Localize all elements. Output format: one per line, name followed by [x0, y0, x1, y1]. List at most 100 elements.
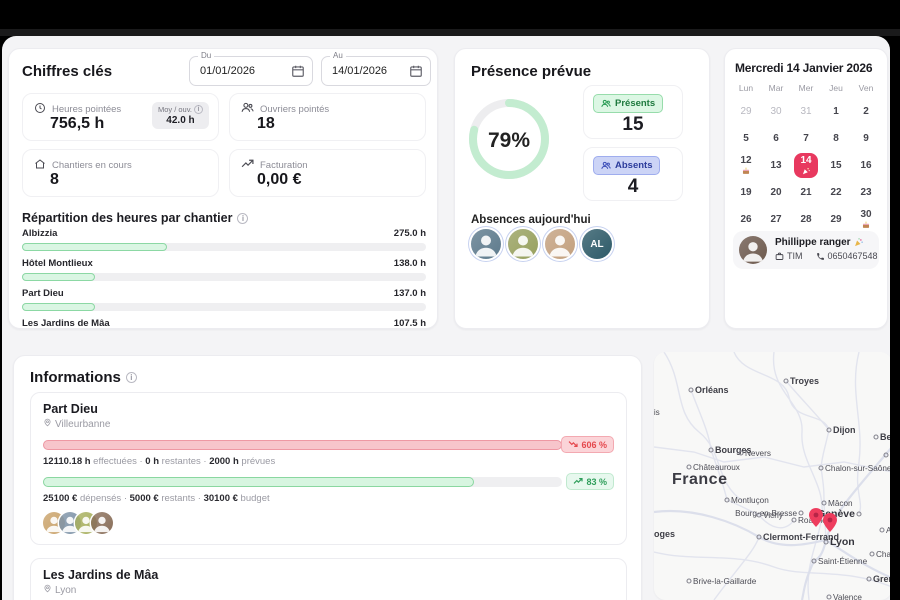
calendar-icon[interactable] — [409, 64, 423, 83]
svg-text:Chalon-sur-Saône: Chalon-sur-Saône — [825, 464, 890, 473]
calendar-day[interactable]: 9 — [851, 125, 881, 151]
calendar-icon[interactable] — [291, 64, 305, 83]
map-city-neuch-tel: Neuchâtel — [883, 452, 889, 458]
calendar-day[interactable]: 7 — [791, 125, 821, 151]
calendar-day[interactable]: 20 — [761, 179, 791, 205]
weekday-label: Lun — [738, 83, 754, 93]
calendar-day[interactable]: 27 — [761, 206, 791, 232]
project-card[interactable]: Les Jardins de MâaLyon73 %2770.75 h effe… — [30, 558, 627, 600]
stat-label: Facturation — [260, 159, 308, 171]
photo-avatar[interactable] — [508, 229, 538, 259]
presence-card: Présence prévue 79% Présents 15 Absents … — [454, 48, 710, 329]
calendar-day[interactable]: 30 — [761, 98, 791, 124]
day-number: 14 — [800, 155, 812, 166]
calendar-day[interactable]: 21 — [791, 179, 821, 205]
person-phone: 0650467548 — [827, 251, 878, 261]
stat-tile-header: Heures pointées — [34, 102, 121, 117]
calendar-day[interactable]: 29 — [821, 206, 851, 232]
svg-text:Bourges: Bourges — [715, 445, 752, 455]
birthday-person-chip[interactable]: Phillippe ranger TIM 0650467548 — [733, 231, 879, 269]
map-card[interactable]: Troyes Orléans Blois Dijon Besançon Neuchâtel… — [654, 352, 890, 600]
calendar-day[interactable]: 30 — [851, 206, 881, 232]
calendar-day[interactable]: 15 — [821, 152, 851, 178]
metric-percent-badge: 83 % — [566, 473, 614, 490]
date-from-field[interactable]: Du 01/01/2026 — [189, 51, 313, 86]
calendar-day[interactable]: 2 — [851, 98, 881, 124]
info-icon[interactable]: i — [125, 372, 137, 383]
average-per-worker-badge[interactable]: Moy / ouv. i 42.0 h — [151, 102, 209, 129]
chantier-hours: 138.0 h — [393, 258, 426, 269]
svg-text:Bourg-en-Bresse: Bourg-en-Bresse — [735, 509, 797, 518]
hours-bar-fill — [22, 303, 95, 311]
map-city-brive-la-gaillarde: Brive-la-Gaillarde — [686, 577, 757, 586]
svg-text:Valence: Valence — [833, 593, 862, 600]
informations-card: Informations i Part Dieu Villeurbanne 606 … — [13, 355, 642, 600]
photo-avatar[interactable] — [471, 229, 501, 259]
photo-avatar[interactable] — [739, 236, 767, 264]
map-city-saint-tienne: Saint-Étienne — [811, 556, 868, 566]
project-location: Villeurbanne — [43, 418, 614, 430]
chantier-name: Les Jardins de Mâa — [22, 318, 110, 329]
absents-count: 4 — [627, 176, 639, 197]
key-figures-title: Chiffres clés — [22, 63, 113, 80]
calendar-day[interactable]: 1 — [821, 98, 851, 124]
absence-avatar-list: AL — [471, 229, 619, 259]
calendar-day[interactable]: 14 — [791, 152, 821, 178]
calendar-day[interactable]: 8 — [821, 125, 851, 151]
day-number: 9 — [863, 132, 869, 144]
absents-badge: Absents — [593, 156, 661, 175]
calendar-day[interactable]: 31 — [791, 98, 821, 124]
info-icon[interactable]: i — [237, 212, 249, 224]
calendar-day[interactable]: 13 — [761, 152, 791, 178]
calendar-day[interactable]: 26 — [731, 206, 761, 232]
project-card[interactable]: Part Dieu Villeurbanne 606 % 12110.18 h eff… — [30, 392, 627, 545]
map-city-grenoble: Grenoble — [866, 574, 890, 584]
repartition-row: Hôtel Montlieux 138.0 h — [22, 258, 426, 281]
map-city-blois: Blois — [654, 408, 660, 417]
day-number: 29 — [830, 213, 842, 225]
party-icon — [802, 167, 810, 175]
hours-bar-track — [22, 303, 426, 311]
dashboard-window: Chiffres clés Du 01/01/2026 Au 14/01/202… — [2, 36, 890, 600]
calendar-day[interactable]: 5 — [731, 125, 761, 151]
day-number: 22 — [830, 186, 842, 198]
calendar-day[interactable]: 19 — [731, 179, 761, 205]
day-number: 12 — [740, 155, 752, 166]
svg-text:Châteauroux: Châteauroux — [693, 463, 740, 472]
day-number: 21 — [800, 186, 812, 198]
birthday-icon — [742, 167, 750, 175]
map-city-orl-ans: Orléans — [688, 385, 729, 395]
day-number: 27 — [770, 213, 782, 225]
calendar-day[interactable]: 28 — [791, 206, 821, 232]
person-name: Phillippe ranger — [775, 237, 851, 248]
map-city-lyon: Lyon — [823, 536, 855, 548]
map-pin[interactable] — [823, 513, 837, 532]
map-city-vichy: Vichy — [756, 511, 784, 520]
calendar-day[interactable]: 23 — [851, 179, 881, 205]
calendar-day[interactable]: 12 — [731, 152, 761, 178]
hours-bar-fill — [22, 273, 95, 281]
stat-value: 756,5 h — [50, 115, 105, 132]
project-team-avatars — [43, 512, 614, 534]
calendar-card: Mercredi 14 Janvier 2026 Lun Mar Mer Jeu Ven… — [724, 48, 888, 329]
map-pin[interactable] — [809, 508, 823, 527]
svg-text:Vichy: Vichy — [763, 511, 784, 520]
location-pin-icon — [43, 418, 52, 430]
photo-avatar[interactable] — [91, 512, 113, 534]
presents-count: 15 — [622, 114, 644, 135]
hours-bar-track — [22, 273, 426, 281]
calendar-day[interactable]: 22 — [821, 179, 851, 205]
project-name: Les Jardins de Mâa — [43, 568, 159, 582]
calendar-day[interactable]: 6 — [761, 125, 791, 151]
date-to-field[interactable]: Au 14/01/2026 — [321, 51, 431, 86]
absents-tile: Absents 4 — [583, 147, 683, 201]
initials-avatar[interactable]: AL — [582, 229, 612, 259]
chantier-name: Part Dieu — [22, 288, 64, 299]
date-from-value: 01/01/2026 — [200, 65, 256, 77]
chantier-hours: 275.0 h — [393, 228, 426, 239]
photo-avatar[interactable] — [545, 229, 575, 259]
calendar-day[interactable]: 29 — [731, 98, 761, 124]
calendar-day[interactable]: 16 — [851, 152, 881, 178]
project-metric: 606 % — [43, 436, 614, 453]
repartition-row-line: Les Jardins de Mâa 107.5 h — [22, 318, 426, 329]
